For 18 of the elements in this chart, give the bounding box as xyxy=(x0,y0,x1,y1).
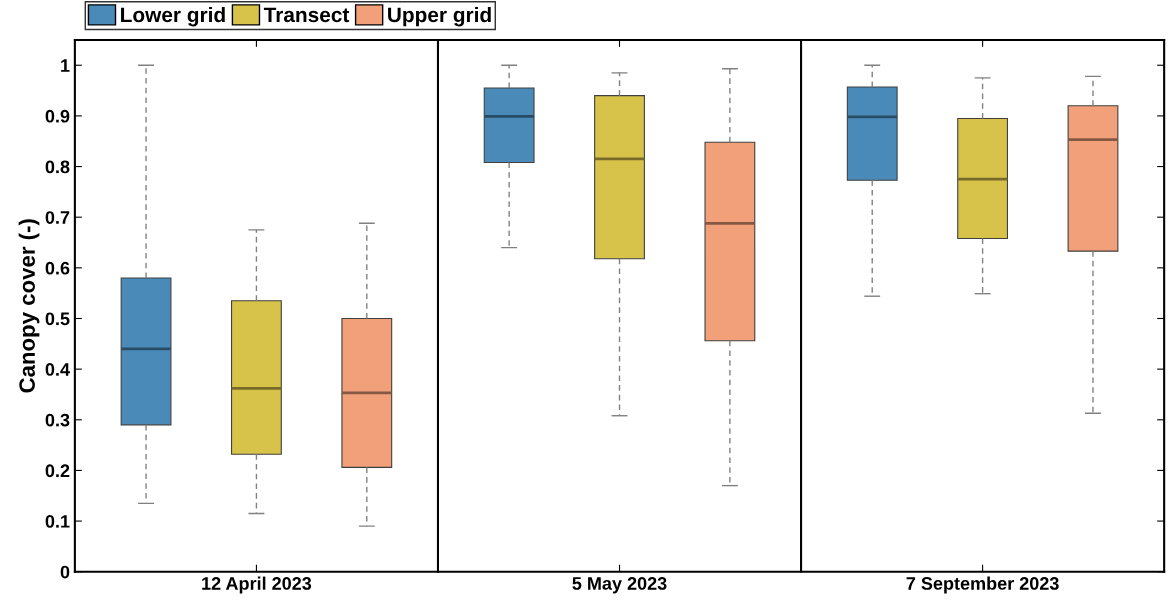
x-tick-label: 12 April 2023 xyxy=(202,576,312,594)
legend-label: Lower grid xyxy=(121,6,225,27)
y-tick-label: 0.4 xyxy=(45,363,70,376)
y-tick-label: 0.2 xyxy=(45,464,70,478)
y-tick-label: 1 xyxy=(61,59,70,72)
x-tick-label: 7 September 2023 xyxy=(906,576,1059,594)
y-tick-label: 0.5 xyxy=(45,312,70,326)
y-axis-title: Canopy cover (-) xyxy=(18,219,40,393)
y-tick-label: 0.3 xyxy=(45,413,70,427)
y-tick-label: 0.7 xyxy=(45,211,70,224)
legend-label: Transect xyxy=(263,7,350,23)
x-tick-label: 5 May 2023 xyxy=(572,577,667,594)
y-tick-label: 0.9 xyxy=(45,109,70,123)
y-tick-label: 0.1 xyxy=(45,515,70,528)
y-tick-label: 0 xyxy=(60,565,70,579)
y-tick-label: 0.8 xyxy=(45,160,70,174)
y-tick-label: 0.6 xyxy=(45,261,70,275)
legend-label: Upper grid xyxy=(388,6,491,27)
